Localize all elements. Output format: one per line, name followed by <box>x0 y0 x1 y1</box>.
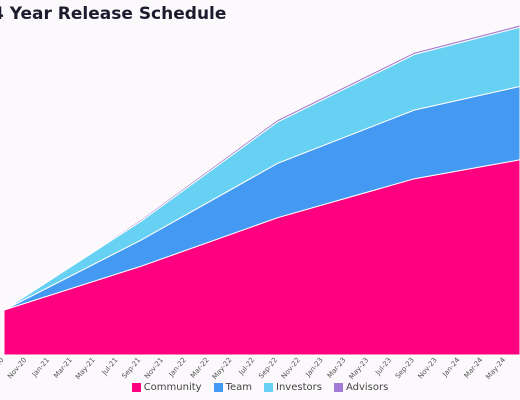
legend-label: Investors <box>276 382 322 393</box>
chart: Sep-20 Nov-20 Jan-21 Mar-21 May-21 Jul-21 Sep-… <box>0 24 520 380</box>
legend-item-advisors[interactable]: Advisors <box>333 382 389 393</box>
legend-label: Advisors <box>345 382 389 393</box>
x-tick-label: Jul-21 <box>100 356 120 377</box>
x-tick-label: Mar-23 <box>326 356 348 380</box>
x-tick-label: Mar-22 <box>189 356 211 380</box>
x-tick-label: Jan-24 <box>440 356 461 379</box>
legend-item-investors[interactable]: Investors <box>264 382 322 393</box>
x-tick-label: Jul-22 <box>237 356 257 377</box>
x-tick-label: May-22 <box>211 356 234 380</box>
area-layers <box>3 24 520 356</box>
x-tick-label: Nov-23 <box>417 356 439 380</box>
legend-swatch <box>333 383 343 392</box>
legend-label: Community <box>143 382 202 393</box>
x-tick-label: Nov-22 <box>280 356 302 380</box>
x-tick-label: Sep-20 <box>0 356 6 380</box>
legend-swatch <box>264 383 274 392</box>
legend-item-team[interactable]: Team <box>213 382 253 393</box>
area-advisors <box>3 24 520 311</box>
legend-swatch <box>131 383 141 392</box>
legend-item-community[interactable]: Community <box>131 382 202 393</box>
x-tick-label: May-21 <box>74 356 97 380</box>
x-tick-label: Sep-22 <box>257 356 279 380</box>
x-tick-label: Sep-23 <box>394 356 416 380</box>
x-tick-label: Mar-21 <box>52 356 74 380</box>
x-tick-label: Jan-21 <box>30 356 51 379</box>
x-tick-label: May-23 <box>348 356 371 380</box>
x-tick-label: Nov-21 <box>143 356 165 380</box>
x-tick-label: May-24 <box>484 356 507 380</box>
legend: Community Team Investors Advisors <box>0 382 520 393</box>
x-tick-label: Sep-21 <box>120 356 142 380</box>
x-tick-label: Mar-24 <box>463 356 485 380</box>
legend-swatch <box>213 383 223 392</box>
x-tick-label: Jul-23 <box>374 356 394 377</box>
chart-title: 4 Year Release Schedule <box>0 4 227 24</box>
x-tick-label: Jan-23 <box>304 356 325 379</box>
legend-label: Team <box>225 382 253 393</box>
x-tick-label: Nov-20 <box>6 356 28 380</box>
x-axis-ticks: Sep-20 Nov-20 Jan-21 Mar-21 May-21 Jul-21 Sep-… <box>0 356 507 380</box>
x-tick-label: Jan-22 <box>167 356 188 379</box>
